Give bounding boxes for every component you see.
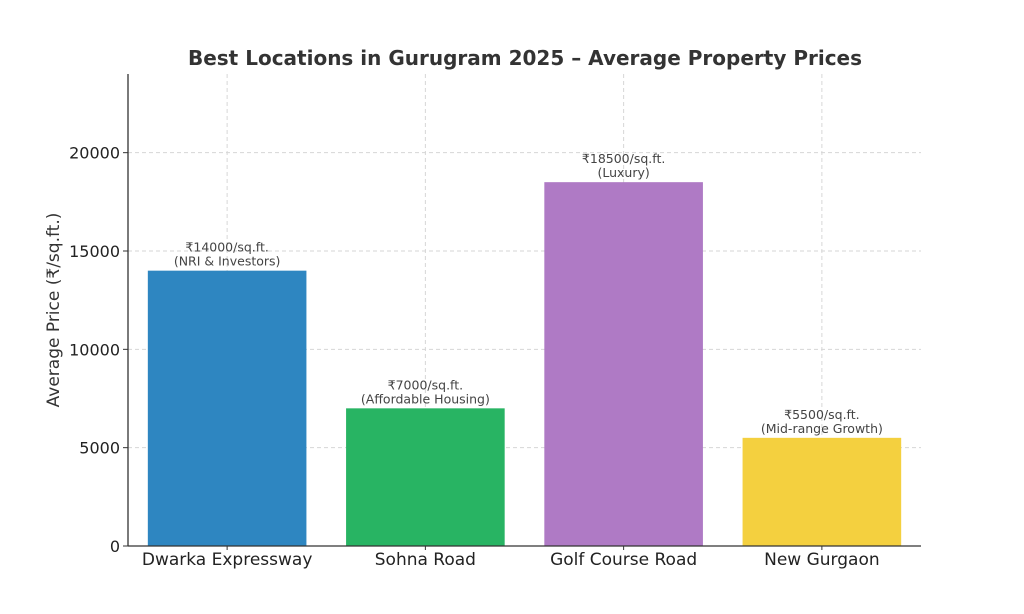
label-layer: ₹14000/sq.ft.(NRI & Investors) ₹7000/sq.f… bbox=[174, 151, 883, 436]
data-label-segment: (Affordable Housing) bbox=[361, 391, 490, 406]
y-tick-label: 10000 bbox=[69, 340, 120, 359]
data-label-segment: (Luxury) bbox=[597, 165, 649, 180]
chart-title: Best Locations in Gurugram 2025 – Averag… bbox=[188, 46, 862, 70]
y-axis-label: Average Price (₹/sq.ft.) bbox=[44, 213, 64, 408]
data-label-price: ₹18500/sq.ft. bbox=[582, 151, 665, 166]
x-tick-label: Golf Course Road bbox=[550, 550, 697, 570]
data-label-segment: (Mid-range Growth) bbox=[761, 421, 883, 436]
data-label-price: ₹14000/sq.ft. bbox=[185, 240, 268, 255]
y-tick-label: 20000 bbox=[69, 144, 120, 163]
bar bbox=[147, 270, 307, 546]
x-tick-label: Dwarka Expressway bbox=[142, 550, 313, 570]
axis-layer: 0 5000 10000 15000 20000 Dwarka Expressway Soh… bbox=[69, 74, 921, 570]
bar bbox=[544, 182, 703, 546]
data-label-segment: (NRI & Investors) bbox=[174, 254, 281, 269]
y-tick-label: 0 bbox=[110, 537, 120, 556]
x-tick-label: New Gurgaon bbox=[764, 550, 880, 570]
data-label-price: ₹5500/sq.ft. bbox=[784, 407, 859, 422]
bar bbox=[346, 408, 505, 546]
data-label-price: ₹7000/sq.ft. bbox=[388, 377, 463, 392]
bar bbox=[742, 437, 902, 546]
y-tick-label: 15000 bbox=[69, 242, 120, 261]
x-tick-label: Sohna Road bbox=[375, 550, 476, 570]
bar-layer bbox=[147, 182, 902, 546]
y-tick-label: 5000 bbox=[79, 439, 120, 458]
